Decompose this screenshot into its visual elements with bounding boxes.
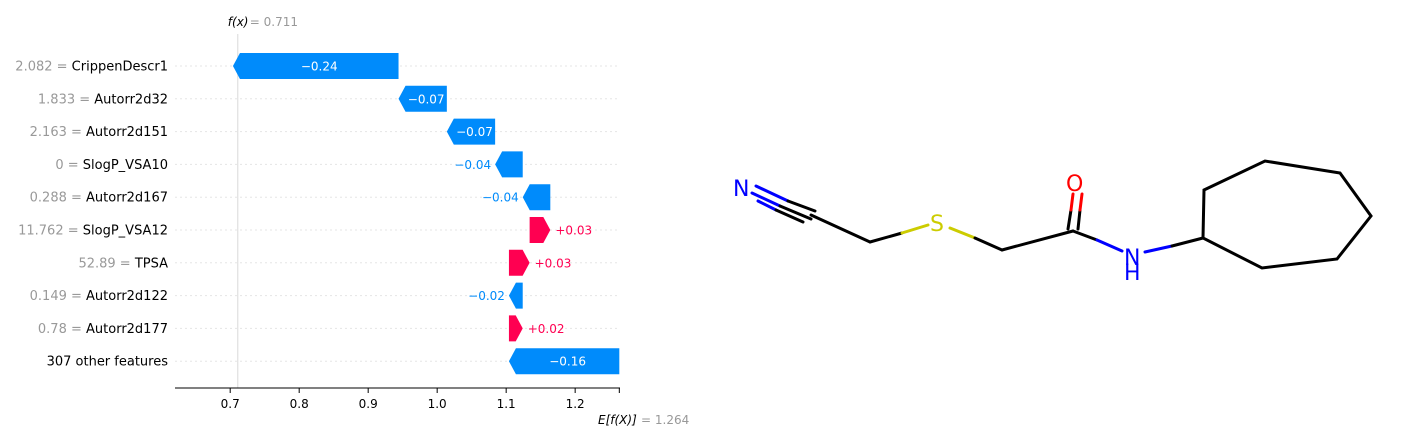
x-tick-label: 1.2	[566, 397, 585, 411]
bond-co-2	[1076, 208, 1082, 231]
atom-nitrile-n: N	[733, 177, 749, 202]
bond-ch2-co	[1000, 229, 1075, 252]
bond-nitrile-3b	[774, 208, 805, 224]
bond-c-ch2	[809, 213, 872, 244]
bond-n-ring-b	[1170, 236, 1205, 248]
contribution-label: +0.02	[528, 322, 565, 336]
feature-label: 307 other features	[47, 355, 169, 370]
feature-labels: 2.082 = CrippenDescr1 −0.24 1.833 = Autorr…	[15, 60, 592, 370]
feature-label: 2.082 = CrippenDescr1	[15, 60, 168, 75]
bond-nitrile-1b	[786, 199, 817, 213]
expected-value-label: E[f(X)]	[598, 413, 637, 427]
feature-name: SlogP_VSA12	[83, 224, 168, 239]
x-tick-label: 0.9	[359, 397, 378, 411]
bond-co-2b	[1078, 192, 1084, 212]
bar	[508, 348, 620, 375]
feature-value: 2.163 =	[30, 125, 86, 140]
bar	[446, 118, 496, 145]
feature-name: Autorr2d122	[86, 289, 168, 304]
cycloheptyl-ring	[1201, 159, 1373, 270]
bar	[508, 249, 530, 276]
feature-value: 0.149 =	[30, 289, 86, 304]
feature-label: 0.78 = Autorr2d177	[38, 322, 168, 337]
bar	[495, 151, 523, 178]
fx-annotation: f(x) = 0.711	[228, 15, 298, 29]
bar	[508, 282, 523, 309]
feature-value: 2.082 =	[15, 60, 71, 75]
molecule-bonds	[750, 159, 1373, 270]
contribution-label: +0.03	[555, 224, 592, 238]
feature-value: 0.288 =	[30, 191, 86, 206]
contribution-label: −0.24	[301, 60, 338, 74]
bar	[232, 53, 399, 79]
x-tick-label: 0.8	[290, 397, 309, 411]
bar	[398, 85, 447, 112]
x-tick-label: 1.1	[497, 397, 516, 411]
atom-amide-n: N	[1124, 246, 1140, 271]
feature-label: 0 = SlogP_VSA10	[55, 158, 168, 173]
feature-name: Autorr2d177	[86, 322, 168, 337]
feature-name: Autorr2d167	[86, 191, 168, 206]
x-tick-label: 0.7	[221, 397, 240, 411]
feature-name: Autorr2d151	[86, 125, 168, 140]
atom-sulfur: S	[930, 212, 944, 237]
bar	[522, 184, 551, 211]
expected-value-annotation: E[f(X)] = 1.264	[598, 413, 689, 427]
molecule-structure: N S O N H	[733, 159, 1373, 286]
bond-co-1b	[1069, 192, 1075, 212]
bond-nitrile-3	[756, 199, 778, 212]
feature-name: SlogP_VSA10	[83, 158, 168, 173]
feature-name: CrippenDescr1	[72, 60, 168, 75]
bond-nitrile-2	[750, 191, 782, 208]
bar	[529, 217, 551, 243]
bars	[232, 53, 620, 375]
contribution-label: −0.04	[482, 191, 519, 205]
contribution-label: −0.07	[408, 92, 445, 106]
bond-ch2-s-b	[900, 223, 930, 235]
bond-c-n	[1071, 229, 1099, 242]
feature-label: 1.833 = Autorr2d32	[38, 92, 168, 107]
feature-value: 0.78 =	[38, 322, 86, 337]
bond-nitrile-2b	[778, 204, 813, 221]
contribution-label: −0.04	[454, 158, 491, 172]
bond-s-ch2	[948, 226, 977, 240]
expected-value: = 1.264	[641, 413, 689, 427]
atom-oxygen: O	[1066, 172, 1083, 197]
feature-value: 1.833 =	[38, 92, 94, 107]
x-axis-ticks: 0.7 0.8 0.9 1.0 1.1 1.2	[221, 388, 620, 411]
grid-lines	[175, 65, 620, 362]
fx-label: f(x)	[228, 15, 249, 29]
feature-value: 52.89 =	[78, 256, 134, 271]
feature-name: Autorr2d32	[94, 92, 168, 107]
feature-value: 0 =	[55, 158, 82, 173]
feature-label: 11.762 = SlogP_VSA12	[18, 224, 168, 239]
contribution-label: −0.02	[468, 289, 505, 303]
bond-n-ring	[1143, 244, 1174, 254]
feature-name: 307 other features	[47, 355, 169, 370]
bond-ch2-s	[868, 231, 904, 244]
bond-nitrile-1	[754, 184, 790, 203]
bond-c-n-b	[1095, 238, 1124, 253]
shap-waterfall-chart: 2.082 = CrippenDescr1 −0.24 1.833 = Autorr…	[15, 15, 689, 427]
atom-amide-h: H	[1124, 261, 1141, 286]
contribution-label: +0.03	[535, 256, 572, 270]
fx-value: = 0.711	[250, 15, 298, 29]
x-tick-label: 1.0	[428, 397, 447, 411]
contribution-label: −0.16	[549, 355, 586, 369]
feature-label: 0.149 = Autorr2d122	[30, 289, 168, 304]
bond-s-ch2-b	[973, 236, 1004, 252]
feature-value: 11.762 =	[18, 224, 83, 239]
feature-label: 2.163 = Autorr2d151	[30, 125, 168, 140]
feature-label: 52.89 = TPSA	[78, 256, 168, 271]
bar	[508, 315, 523, 342]
bond-co-1	[1066, 208, 1073, 231]
feature-label: 0.288 = Autorr2d167	[30, 191, 168, 206]
contribution-label: −0.07	[456, 125, 493, 139]
feature-name: TPSA	[134, 256, 168, 271]
molecule-atoms: N S O N H	[733, 172, 1141, 286]
